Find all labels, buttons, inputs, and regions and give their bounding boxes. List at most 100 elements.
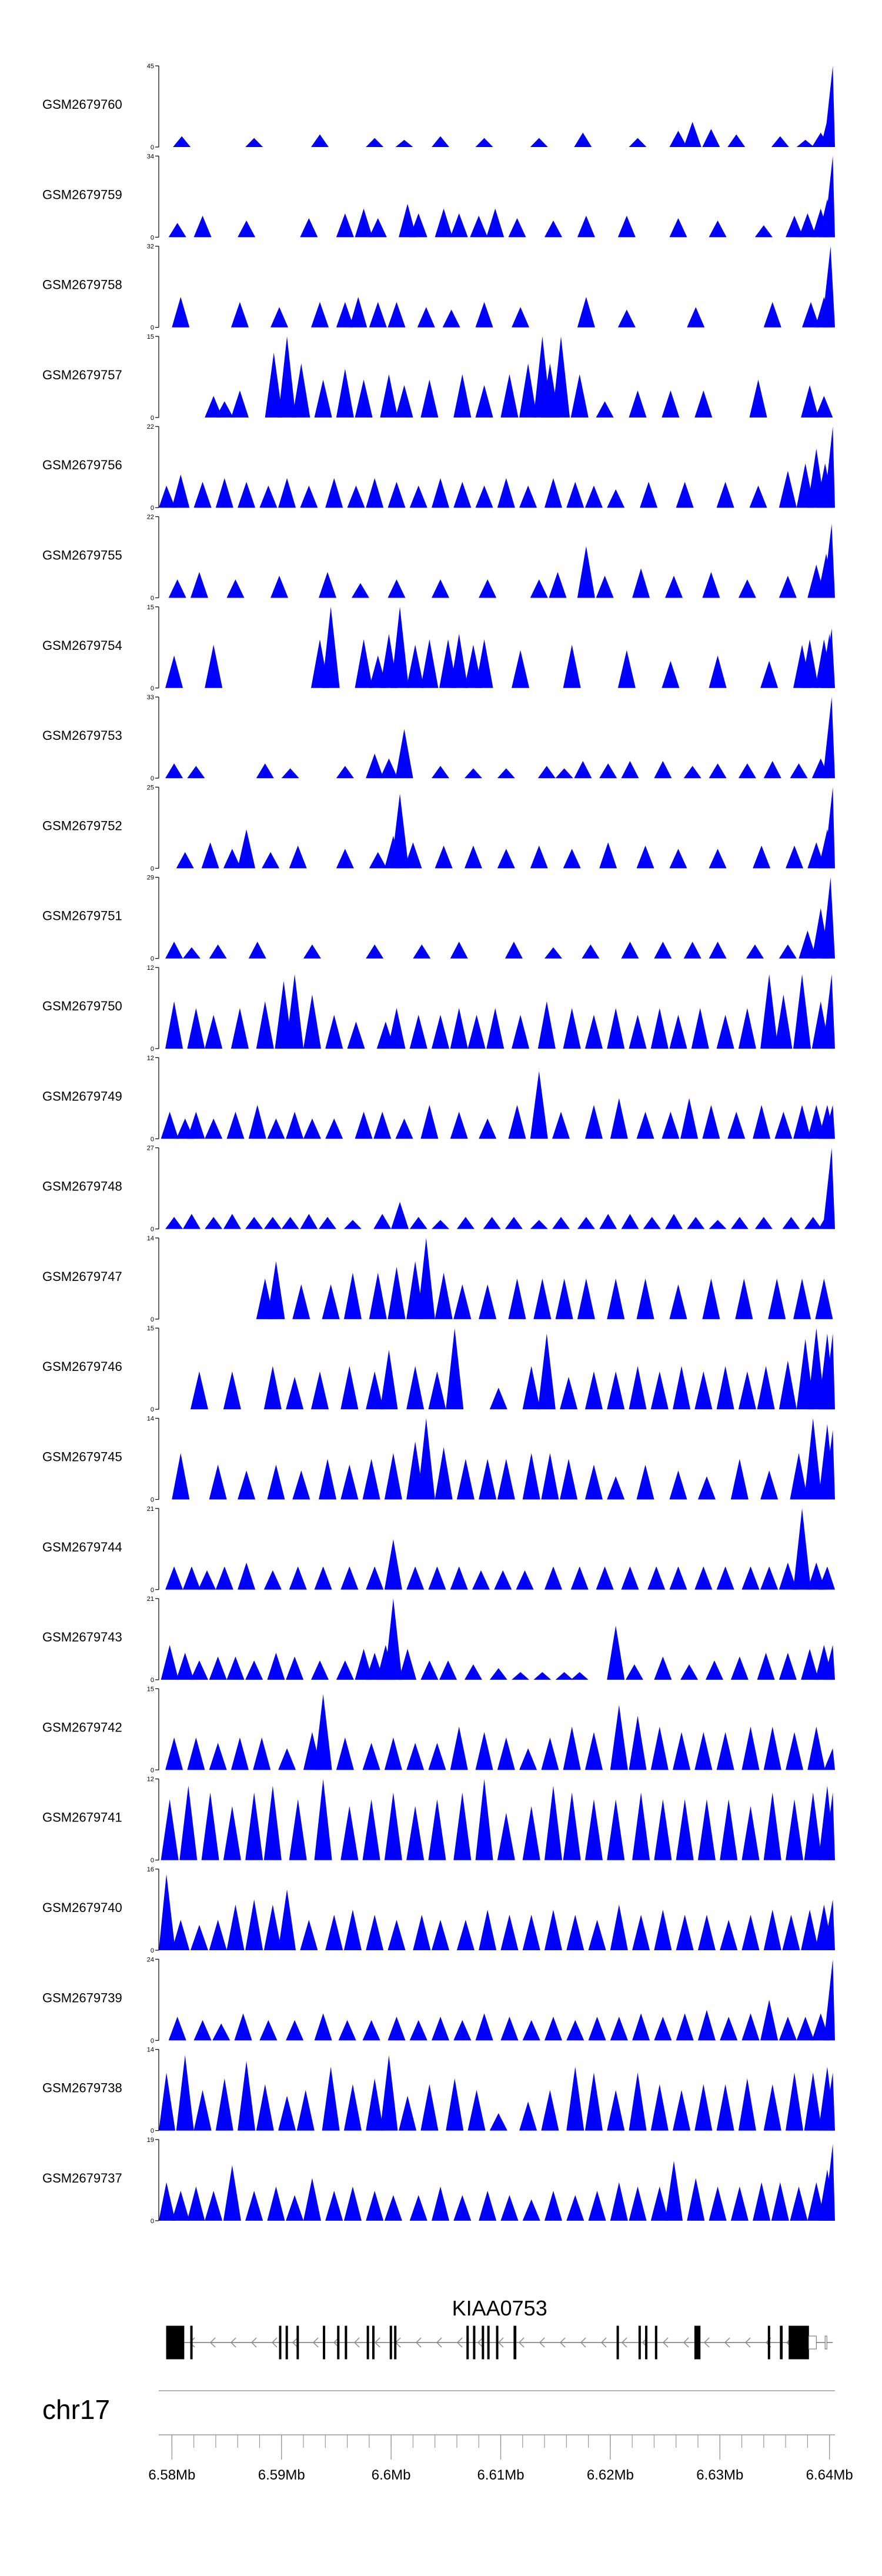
coverage-peak: [409, 2195, 427, 2221]
coverage-peak: [380, 374, 398, 418]
coverage-peak: [310, 302, 329, 328]
y-max-label: 15: [147, 1686, 154, 1693]
coverage-peak: [406, 1806, 425, 1860]
track-label: GSM2679759: [42, 187, 122, 202]
coverage-peak: [563, 1008, 581, 1049]
coverage-peak: [709, 849, 727, 869]
coverage-peak: [432, 1920, 450, 1950]
coverage-peak: [435, 1273, 453, 1319]
coverage-peak: [270, 307, 289, 328]
coverage-peak: [366, 478, 384, 508]
coverage-peak: [522, 2199, 540, 2221]
coverage-peak: [588, 1920, 606, 1950]
coverage-peak: [190, 1371, 208, 1410]
coverage-peak: [479, 2191, 497, 2221]
coverage-peak: [824, 66, 835, 147]
coverage-peak: [774, 1112, 793, 1139]
coverage-peak: [673, 1732, 691, 1770]
coverage-peak: [475, 302, 493, 328]
coverage-peak: [584, 1464, 603, 1500]
coverage-peak: [205, 396, 223, 418]
track-label: GSM2679754: [42, 638, 122, 653]
coverage-peak: [680, 1098, 699, 1139]
coverage-peak: [741, 1566, 760, 1590]
track-label: GSM2679742: [42, 1720, 122, 1734]
coverage-peak: [702, 129, 720, 147]
coverage-peak: [366, 1914, 384, 1950]
coverage-peak: [537, 1001, 556, 1049]
coverage-peak: [552, 336, 570, 418]
coverage-peak: [650, 2186, 669, 2221]
gene-exon: [824, 2335, 827, 2350]
coverage-peak: [676, 1914, 694, 1950]
coverage-peak: [278, 2095, 296, 2131]
coverage-peak: [205, 645, 223, 688]
gene-exon: [372, 2325, 375, 2360]
strand-arrow: [703, 2337, 710, 2348]
track-label: GSM2679740: [42, 1900, 122, 1915]
coverage-peak: [607, 489, 625, 508]
coverage-peak: [245, 1899, 263, 1950]
coverage-peak: [369, 1273, 387, 1319]
coverage-peak: [662, 660, 680, 688]
gene-exon: [808, 2335, 817, 2350]
coverage-peak: [754, 225, 773, 238]
coverage-peak: [584, 1015, 603, 1049]
y-min-label: 0: [151, 144, 154, 151]
coverage-peak: [355, 639, 373, 688]
coverage-peak: [230, 390, 249, 418]
coverage-peak: [179, 1786, 198, 1860]
coverage-peak: [281, 1217, 299, 1229]
coverage-peak: [384, 1453, 402, 1500]
coverage-peak: [340, 1366, 359, 1410]
coverage-peak: [303, 1118, 321, 1139]
track-label: GSM2679749: [42, 1089, 122, 1103]
coverage-peak: [730, 1459, 749, 1500]
coverage-peak: [683, 122, 701, 147]
coverage-peak: [779, 575, 797, 598]
coverage-peak: [541, 1737, 559, 1770]
coverage-peak: [607, 2090, 625, 2131]
coverage-peak: [779, 1562, 797, 1590]
coverage-peak: [763, 1792, 781, 1860]
coverage-peak: [522, 1366, 540, 1410]
coverage-peak: [617, 215, 636, 238]
coverage-peak: [574, 760, 592, 779]
coverage-peak: [720, 2017, 738, 2041]
coverage-peak: [607, 1278, 625, 1319]
coverage-peak: [823, 1147, 835, 1229]
coverage-peak: [267, 1464, 285, 1500]
coverage-peak: [804, 1217, 822, 1229]
track-GSM2679755: GSM2679755 22 0: [42, 514, 835, 602]
track-GSM2679739: GSM2679739 24 0: [42, 1956, 835, 2044]
strand-arrow: [230, 2337, 236, 2348]
coverage-peak: [314, 1566, 332, 1590]
coverage-peak: [607, 1008, 625, 1049]
strand-arrow: [374, 2337, 380, 2348]
x-tick-label: 6.63Mb: [696, 2467, 743, 2483]
y-min-label: 0: [151, 1947, 154, 1954]
y-max-label: 22: [147, 514, 154, 521]
coverage-peak: [560, 1459, 578, 1500]
x-tick-label: 6.58Mb: [148, 2467, 195, 2483]
track-label: GSM2679737: [42, 2171, 122, 2185]
coverage-peak: [662, 390, 680, 418]
coverage-peak: [212, 2023, 230, 2041]
coverage-peak: [223, 849, 241, 869]
coverage-peak: [432, 766, 450, 779]
coverage-peak: [596, 575, 614, 598]
coverage-peak: [464, 768, 482, 779]
coverage-peak: [669, 849, 687, 869]
strand-arrow: [724, 2337, 730, 2348]
coverage-peak: [292, 1470, 310, 1500]
coverage-peak: [406, 1566, 425, 1590]
coverage-peak: [453, 2195, 472, 2221]
y-max-label: 15: [147, 604, 154, 611]
coverage-peak: [650, 2084, 669, 2131]
coverage-peak: [607, 1371, 625, 1410]
coverage-peak: [450, 942, 468, 959]
coverage-peak: [669, 1015, 687, 1049]
coverage-peak: [409, 213, 427, 238]
coverage-peak: [286, 974, 304, 1049]
coverage-peak: [387, 482, 406, 508]
